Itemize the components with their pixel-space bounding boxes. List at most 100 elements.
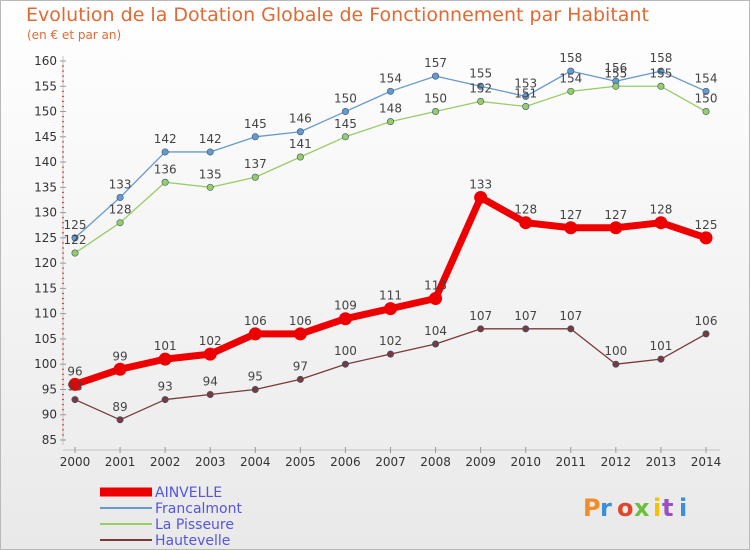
data-point: [251, 173, 259, 181]
data-point: [341, 360, 349, 368]
data-label: 102: [199, 334, 222, 348]
y-tick-label: 115: [34, 281, 57, 295]
x-tick-label: 2006: [330, 455, 361, 469]
x-tick-label: 2002: [150, 455, 181, 469]
data-label: 135: [199, 167, 222, 181]
data-label: 107: [469, 309, 492, 323]
data-label: 106: [244, 314, 267, 328]
data-label: 155: [604, 66, 627, 80]
x-tick-label: 2000: [60, 455, 91, 469]
data-point: [206, 183, 214, 191]
data-label: 154: [695, 71, 718, 85]
data-label: 146: [289, 112, 312, 126]
data-label: 97: [293, 359, 308, 373]
logo-letter: i: [679, 494, 687, 522]
data-point: [384, 302, 397, 316]
logo-letter: r: [600, 494, 612, 522]
data-label: 93: [67, 380, 82, 394]
y-tick-label: 105: [34, 332, 57, 346]
legend-entry: Hautevelle: [155, 533, 230, 549]
data-label: 154: [559, 71, 582, 85]
data-point: [432, 108, 440, 116]
y-tick-label: 150: [34, 105, 57, 119]
data-point: [161, 148, 169, 156]
x-tick-label: 2012: [601, 455, 632, 469]
data-point: [296, 153, 304, 161]
data-label: 93: [158, 380, 173, 394]
data-point: [386, 87, 394, 95]
data-label: 106: [695, 314, 718, 328]
data-point: [206, 148, 214, 156]
data-label: 141: [289, 137, 312, 151]
data-point: [116, 219, 124, 227]
data-point: [432, 340, 440, 348]
data-point: [293, 327, 307, 341]
x-tick-label: 2008: [420, 455, 451, 469]
data-point: [251, 133, 259, 141]
data-point: [203, 347, 217, 361]
data-point: [567, 67, 575, 75]
data-label: 125: [64, 218, 87, 232]
data-point: [699, 231, 713, 245]
y-tick-label: 110: [34, 307, 57, 321]
data-label: 154: [379, 71, 402, 85]
legend-entry: La Pisseure: [155, 517, 234, 533]
data-label: 122: [64, 233, 87, 247]
x-tick-label: 2004: [240, 455, 271, 469]
x-tick-label: 2014: [691, 455, 722, 469]
data-point: [474, 190, 488, 204]
legend-entry: Francalmont: [155, 501, 242, 517]
x-tick-label: 2010: [510, 455, 541, 469]
data-label: 107: [559, 309, 582, 323]
data-label: 127: [559, 208, 582, 222]
data-point: [477, 325, 485, 333]
data-label: 153: [514, 76, 537, 90]
data-label: 99: [112, 349, 127, 363]
data-label: 101: [649, 339, 672, 353]
data-label: 152: [469, 81, 492, 95]
data-point: [657, 82, 665, 90]
y-tick-label: 125: [34, 231, 57, 245]
data-label: 113: [424, 279, 447, 293]
data-label: 148: [379, 102, 402, 116]
data-point: [71, 234, 79, 242]
data-label: 155: [469, 66, 492, 80]
data-point: [341, 133, 349, 141]
data-label: 102: [379, 334, 402, 348]
data-point: [657, 67, 665, 75]
x-tick-label: 2005: [285, 455, 316, 469]
logo-letter: x: [634, 494, 650, 522]
data-point: [567, 87, 575, 95]
x-tick-label: 2007: [375, 455, 406, 469]
data-point: [338, 312, 352, 326]
y-tick-label: 120: [34, 256, 57, 270]
data-label: 158: [649, 51, 672, 65]
data-label: 127: [604, 208, 627, 222]
y-tick-label: 100: [34, 357, 57, 371]
data-label: 150: [424, 92, 447, 106]
data-point: [386, 350, 394, 358]
data-point: [522, 102, 530, 110]
logo-letter: i: [653, 494, 661, 522]
data-point: [296, 375, 304, 383]
data-label: 150: [695, 92, 718, 106]
logo-letter: o: [617, 494, 634, 522]
data-label: 128: [649, 203, 672, 217]
data-point: [71, 396, 79, 404]
data-label: 101: [154, 339, 177, 353]
data-point: [564, 221, 578, 235]
x-tick-label: 2001: [105, 455, 136, 469]
y-tick-label: 135: [34, 180, 57, 194]
chart-subtitle: (en € et par an): [27, 28, 122, 42]
data-label: 128: [514, 203, 537, 217]
data-point: [161, 396, 169, 404]
data-label: 128: [109, 203, 132, 217]
data-label: 96: [67, 364, 82, 378]
data-point: [386, 118, 394, 126]
legend-entry: AINVELLE: [155, 485, 222, 501]
data-point: [158, 352, 172, 366]
data-label: 133: [109, 177, 132, 191]
